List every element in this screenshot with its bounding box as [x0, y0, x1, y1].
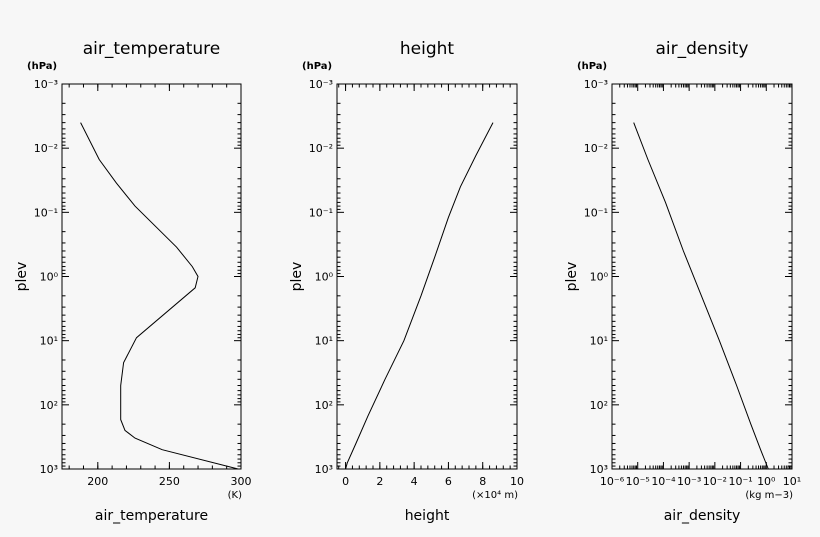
y-axis-label: plev	[289, 262, 305, 292]
x-tick-label: 10⁻³	[677, 475, 701, 488]
x-tick-label: 2	[376, 475, 383, 488]
y-tick-label: 10⁻¹	[584, 206, 608, 219]
y-tick-label: 10¹	[315, 335, 333, 348]
x-axis-label: height	[405, 508, 450, 524]
x-unit-label: (×10⁴ m)	[472, 490, 518, 501]
y-tick-label: 10⁻²	[309, 142, 333, 155]
y-tick-label: 10²	[315, 399, 333, 412]
data-line	[345, 122, 494, 470]
y-tick-label: 10³	[315, 463, 333, 476]
y-tick-label: 10⁻³	[34, 78, 58, 91]
y-unit-label: (hPa)	[302, 61, 332, 72]
x-axis-label: air_temperature	[95, 508, 208, 524]
x-unit-label: (K)	[228, 490, 242, 501]
x-tick-label: 10⁻⁵	[626, 475, 650, 488]
x-tick-label: 6	[445, 475, 452, 488]
panel-1: air_temperatureair_temperatureplev(hPa)(…	[14, 39, 252, 524]
y-axis-label: plev	[564, 262, 580, 292]
y-unit-label: (hPa)	[27, 61, 57, 72]
x-tick-label: 10⁻²	[703, 475, 727, 488]
y-tick-label: 10⁻²	[34, 142, 58, 155]
x-tick-label: 10⁻⁴	[651, 475, 676, 488]
x-tick-label: 10⁻⁶	[600, 475, 625, 488]
x-tick-label: 4	[411, 475, 418, 488]
panel-2: height height plev (hPa) (×10⁴ m) 10⁻³ 10⁻² 10⁻…	[289, 39, 524, 524]
plot-frame	[611, 83, 793, 470]
y-tick-label: 10⁻¹	[34, 206, 58, 219]
chart-title: height	[400, 39, 455, 59]
y-tick-label: 10³	[590, 463, 608, 476]
data-line	[80, 122, 239, 470]
plot-frame	[61, 83, 242, 470]
x-tick-label: 0	[342, 475, 349, 488]
plot-frame	[336, 83, 518, 470]
y-tick-label: 10⁻²	[584, 142, 608, 155]
y-tick-label: 10⁰	[590, 271, 609, 284]
x-tick-label: 10	[510, 475, 524, 488]
x-tick-label: 8	[479, 475, 486, 488]
y-tick-label: 10¹	[40, 335, 58, 348]
x-tick-label: 10⁰	[757, 475, 776, 488]
x-tick-label: 200	[87, 475, 108, 488]
x-unit-label: (kg m−3)	[745, 490, 793, 501]
chart-title: air_temperature	[83, 39, 221, 59]
x-tick-label: 300	[231, 475, 252, 488]
y-tick-label: 10⁻¹	[309, 206, 333, 219]
y-tick-label: 10⁰	[315, 271, 334, 284]
y-tick-label: 10²	[40, 399, 58, 412]
y-tick-label: 10⁻³	[584, 78, 608, 91]
y-tick-label: 10³	[40, 463, 58, 476]
y-tick-label: 10⁰	[40, 271, 59, 284]
y-unit-label: (hPa)	[577, 61, 607, 72]
chart-title: air_density	[656, 39, 749, 59]
y-tick-label: 10¹	[590, 335, 608, 348]
x-tick-label: 10⁻¹	[728, 475, 752, 488]
x-tick-label: 10¹	[783, 475, 801, 488]
x-axis-label: air_density	[664, 508, 741, 524]
y-tick-label: 10⁻³	[309, 78, 333, 91]
y-axis-label: plev	[14, 262, 30, 292]
data-line	[633, 122, 769, 470]
x-tick-label: 250	[159, 475, 180, 488]
y-tick-label: 10²	[590, 399, 608, 412]
